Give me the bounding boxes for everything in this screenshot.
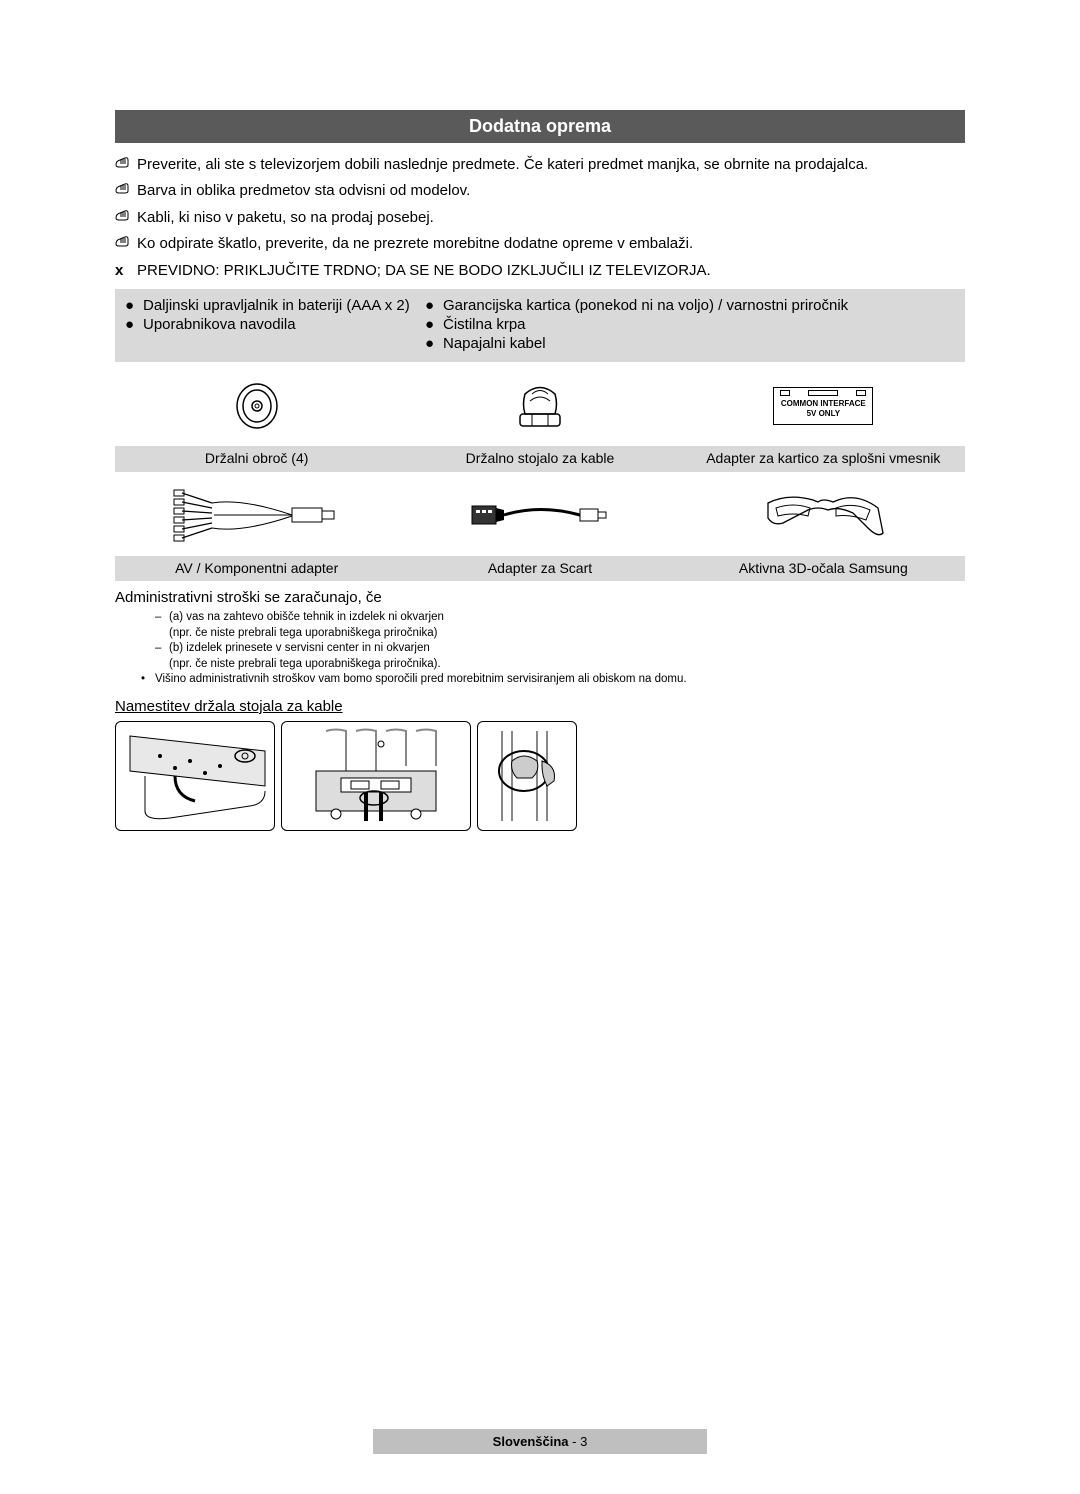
bullet-icon: ● (425, 316, 443, 333)
scart-adapter-icon (402, 476, 677, 556)
bullet-text: Uporabnikova navodila (143, 316, 296, 333)
hand-note-icon (115, 208, 137, 228)
note-row: Barva in oblika predmetov sta odvisni od… (115, 181, 965, 201)
accessory-label-row: AV / Komponentni adapter Adapter za Scar… (115, 556, 965, 582)
bullet-item: ●Uporabnikova navodila (125, 316, 425, 333)
note-text: Preverite, ali ste s televizorjem dobili… (137, 155, 965, 175)
ci-label-1: COMMON INTERFACE (778, 399, 868, 409)
ci-label-2: 5V ONLY (778, 409, 868, 419)
page-footer: Slovenščina - 3 (0, 1429, 1080, 1454)
bullet-text: Garancijska kartica (ponekod ni na voljo… (443, 297, 848, 314)
note-text: Ko odpirate škatlo, preverite, da ne pre… (137, 234, 965, 254)
accessory-image-row: COMMON INTERFACE 5V ONLY (115, 366, 965, 446)
section-header: Dodatna oprema (115, 110, 965, 143)
bullet-item: ●Daljinski upravljalnik in bateriji (AAA… (125, 297, 425, 314)
note-row: Preverite, ali ste s televizorjem dobili… (115, 155, 965, 175)
note-text: Kabli, ki niso v paketu, so na prodaj po… (137, 208, 965, 228)
av-component-adapter-icon (119, 476, 394, 556)
hand-note-icon (115, 155, 137, 175)
hand-note-icon (115, 181, 137, 201)
accessory-label-row: Držalni obroč (4) Držalno stojalo za kab… (115, 446, 965, 472)
footer-language: Slovenščina (493, 1434, 569, 1449)
admin-item-text: (a) vas na zahtevo obišče tehnik in izde… (169, 610, 444, 626)
accessory-label: Adapter za Scart (398, 556, 681, 582)
bullet-icon: ● (425, 335, 443, 352)
admin-item-sub: (npr. če niste prebrali tega uporabniške… (169, 626, 437, 642)
bullet-text: Čistilna krpa (443, 316, 526, 333)
included-items-box: ●Daljinski upravljalnik in bateriji (AAA… (115, 289, 965, 362)
3d-glasses-icon (686, 476, 961, 556)
accessory-label: Držalni obroč (4) (115, 446, 398, 472)
accessory-label: AV / Komponentni adapter (115, 556, 398, 582)
bullet-text: Daljinski upravljalnik in bateriji (AAA … (143, 297, 410, 314)
install-diagram-2 (281, 721, 471, 831)
accessory-image-row (115, 476, 965, 556)
install-images-row (115, 721, 965, 831)
bullet-item: ●Napajalni kabel (425, 335, 955, 352)
install-diagram-3 (477, 721, 577, 831)
accessory-label: Adapter za kartico za splošni vmesnik (682, 446, 965, 472)
dash-icon: – (155, 641, 169, 657)
bullet-icon: ● (425, 297, 443, 314)
install-heading: Namestitev držala stojala za kable (115, 698, 965, 715)
note-row: Ko odpirate škatlo, preverite, da ne pre… (115, 234, 965, 254)
bullet-item: ●Čistilna krpa (425, 316, 955, 333)
install-diagram-1 (115, 721, 275, 831)
bullet-item: ●Garancijska kartica (ponekod ni na volj… (425, 297, 955, 314)
bullet-text: Napajalni kabel (443, 335, 546, 352)
ci-adapter-icon: COMMON INTERFACE 5V ONLY (686, 366, 961, 446)
cable-stand-holder-icon (402, 366, 677, 446)
caution-row: x PREVIDNO: PRIKLJUČITE TRDNO; DA SE NE … (115, 262, 965, 279)
footer-sep: - (569, 1434, 581, 1449)
holder-ring-icon (119, 366, 394, 446)
admin-cost-heading: Administrativni stroški se zaračunajo, č… (115, 589, 965, 606)
accessory-label: Aktivna 3D-očala Samsung (682, 556, 965, 582)
note-text: Barva in oblika predmetov sta odvisni od… (137, 181, 965, 201)
bullet-icon: • (141, 672, 155, 688)
dash-icon: – (155, 610, 169, 626)
caution-x-icon: x (115, 262, 137, 279)
admin-item-text: (b) izdelek prinesete v servisni center … (169, 641, 430, 657)
caution-text: PREVIDNO: PRIKLJUČITE TRDNO; DA SE NE BO… (137, 262, 711, 279)
note-row: Kabli, ki niso v paketu, so na prodaj po… (115, 208, 965, 228)
hand-note-icon (115, 234, 137, 254)
admin-note-text: Višino administrativnih stroškov vam bom… (155, 672, 687, 688)
admin-item-sub: (npr. če niste prebrali tega uporabniške… (169, 657, 441, 673)
bullet-icon: ● (125, 316, 143, 333)
footer-page-number: 3 (580, 1434, 587, 1449)
admin-cost-list: –(a) vas na zahtevo obišče tehnik in izd… (115, 610, 965, 688)
accessory-label: Držalno stojalo za kable (398, 446, 681, 472)
bullet-icon: ● (125, 297, 143, 314)
